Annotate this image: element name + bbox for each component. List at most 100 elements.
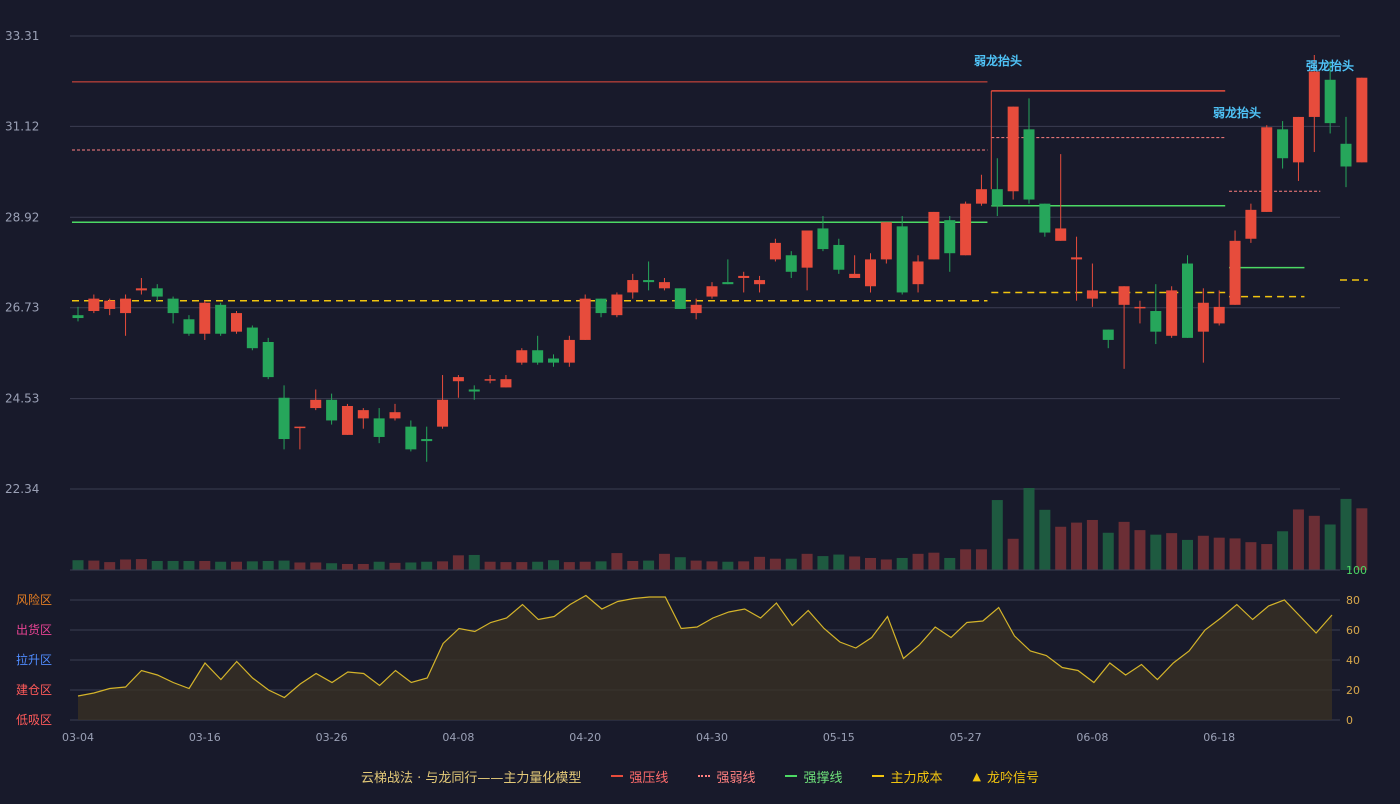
candle-body [135, 288, 147, 291]
candle-body [1197, 302, 1209, 332]
candle-body [928, 211, 940, 260]
volume-bar [421, 561, 433, 570]
volume-bars [70, 488, 1368, 571]
candle-body [1150, 311, 1162, 332]
volume-bar [310, 562, 322, 570]
candle-body [1213, 306, 1225, 324]
volume-bar [928, 552, 940, 570]
price-axis-label: 28.92 [5, 210, 39, 224]
volume-bar [1166, 533, 1178, 570]
candle-body [865, 259, 876, 287]
triangle-icon: ▲ [972, 769, 981, 783]
volume-bar [405, 562, 417, 570]
volume-bar [215, 561, 227, 570]
legend-item-signal[interactable]: ▲ 龙吟信号 [972, 769, 1039, 786]
candle-body [1277, 129, 1289, 159]
volume-bar [1182, 539, 1193, 570]
candle-body [1102, 329, 1114, 340]
x-tick-label: 05-15 [823, 731, 855, 744]
candle-body [246, 327, 258, 349]
x-tick-label: 04-08 [442, 731, 474, 744]
candle-body [1356, 77, 1368, 163]
x-tick-label: 06-18 [1203, 731, 1235, 744]
volume-bar [896, 557, 908, 570]
volume-bar [1150, 534, 1162, 570]
volume-bar [199, 560, 211, 570]
volume-bar [326, 563, 338, 570]
volume-bar [1229, 538, 1241, 570]
volume-bar [278, 560, 290, 570]
price-axis-label: 22.34 [5, 482, 39, 496]
candle-body [801, 230, 813, 268]
volume-bar [738, 561, 750, 570]
candle-body [738, 275, 750, 278]
candle-body [310, 399, 322, 409]
legend-item-pressure[interactable]: 强压线 [611, 767, 668, 786]
volume-bar [1261, 544, 1273, 570]
candle-body [120, 298, 132, 314]
volume-bar [1197, 535, 1209, 570]
zone-label: 出货区 [16, 622, 52, 637]
x-tick-label: 04-20 [569, 731, 601, 744]
candle-body [579, 298, 591, 340]
oscillator-axis-label: 100 [1346, 564, 1367, 577]
volume-bar [484, 561, 496, 570]
volume-bar [389, 562, 401, 570]
volume-bar [754, 556, 766, 570]
volume-bar [532, 561, 544, 570]
candle-body [294, 426, 306, 429]
legend-item-weak[interactable]: 强弱线 [698, 767, 755, 786]
pressure-swatch-icon [611, 775, 624, 777]
zone-label: 建仓区 [16, 683, 52, 697]
oscillator-axis-label: 80 [1346, 594, 1360, 607]
support-swatch-icon [785, 775, 798, 777]
candle-body [1245, 209, 1257, 239]
candle-body [532, 350, 544, 363]
volume-bar [1245, 542, 1257, 570]
volume-bar [595, 561, 607, 570]
candle-body [817, 228, 829, 250]
candle-body [706, 286, 718, 297]
level-lines [72, 81, 1368, 302]
candle-body [484, 379, 496, 381]
candle-body [357, 410, 369, 419]
candle-body [1340, 143, 1352, 167]
candle-body [389, 412, 401, 419]
candle-body [944, 220, 956, 254]
candle-body [1166, 290, 1178, 336]
volume-bar [769, 558, 781, 570]
volume-bar [231, 561, 242, 570]
volume-bar [88, 560, 100, 570]
candle-body [1086, 290, 1098, 299]
weak-swatch-icon [698, 775, 711, 777]
zone-label: 拉升区 [16, 652, 52, 667]
candle-body [1308, 71, 1320, 117]
candle-body [468, 389, 480, 392]
volume-bar [1324, 524, 1336, 570]
volume-bar [1340, 498, 1352, 570]
volume-bar [183, 560, 195, 570]
legend-item-support[interactable]: 强撑线 [785, 767, 842, 786]
x-tick-label: 06-08 [1076, 731, 1108, 744]
volume-bar [294, 562, 306, 570]
volume-bar [1055, 526, 1067, 570]
candle-body [595, 298, 607, 314]
volume-bar [1292, 509, 1304, 570]
volume-bar [690, 560, 702, 570]
legend-item-cost[interactable]: 主力成本 [872, 767, 942, 786]
candle-body [183, 319, 195, 334]
volume-bar [722, 561, 734, 570]
volume-bar [563, 562, 575, 570]
volume-bar [579, 561, 591, 570]
volume-bar [865, 557, 876, 570]
candle-body [1118, 286, 1130, 305]
candle-body [405, 426, 417, 450]
candle-body [1324, 79, 1336, 124]
candle-body [1039, 203, 1051, 233]
volume-bar [833, 554, 845, 570]
x-tick-label: 03-26 [316, 731, 348, 744]
candle-body [516, 350, 528, 363]
candle-body [151, 288, 163, 297]
